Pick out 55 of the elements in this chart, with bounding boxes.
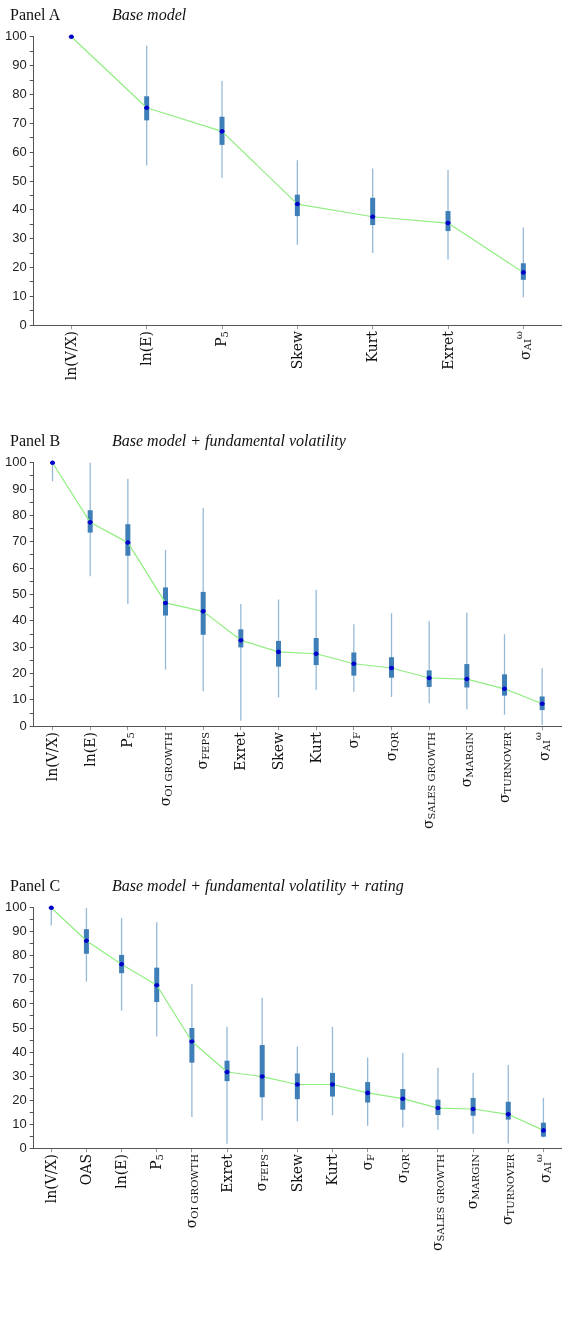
y-tick-label: 30 [12, 638, 27, 654]
x-tick-label: Exret [218, 1154, 235, 1193]
y-tick-label: 90 [12, 57, 27, 73]
x-tick-label: ln(V/X) [42, 1154, 60, 1204]
y-tick-label: 80 [12, 507, 27, 523]
x-tick-label: Kurt [307, 732, 325, 764]
y-tick-label: 10 [12, 287, 27, 303]
y-tick-label: 50 [12, 1019, 27, 1035]
y-tick-label: 0 [19, 1139, 27, 1155]
y-tick-label: 10 [12, 1115, 27, 1131]
y-tick-label: 20 [12, 259, 27, 275]
x-tick-label: Skew [288, 1154, 306, 1193]
y-tick-label: 60 [12, 143, 27, 159]
x-tick-label: Exret [232, 732, 249, 771]
x-tick-label: OAS [77, 1154, 95, 1186]
x-tick-label: Skew [270, 732, 287, 771]
y-tick-label: 50 [12, 172, 27, 188]
x-tick-label: Skew [288, 331, 306, 370]
chart-subtitle: Base model + fundamental volatility [112, 432, 346, 450]
y-tick-label: 80 [12, 947, 27, 963]
y-tick-label: 40 [12, 612, 27, 628]
y-tick-label: 90 [12, 480, 27, 496]
x-tick-label: ln(E) [138, 331, 155, 366]
y-tick-label: 30 [12, 1067, 27, 1083]
y-tick-label: 50 [12, 586, 27, 602]
y-tick-label: 10 [12, 691, 27, 707]
y-tick-label: 100 [4, 899, 27, 915]
y-tick-label: 100 [4, 28, 27, 44]
y-tick-label: 70 [12, 114, 27, 130]
chart-title: Panel C [10, 877, 61, 895]
x-tick-label: ln(V/X) [62, 331, 80, 381]
x-tick-label: ln(E) [81, 732, 99, 767]
y-tick-label: 60 [12, 559, 27, 575]
y-tick-label: 30 [12, 230, 27, 246]
chart-title: Panel B [10, 432, 61, 450]
chart-title: Panel A [10, 6, 61, 24]
x-tick-label: Exret [439, 331, 456, 370]
y-tick-label: 60 [12, 995, 27, 1011]
x-tick-label: ln(V/X) [44, 732, 61, 782]
x-tick-label: Kurt [364, 331, 381, 363]
y-tick-label: 70 [12, 971, 27, 987]
chart-subtitle: Base model [112, 6, 187, 24]
x-tick-label: Kurt [323, 1154, 341, 1186]
y-tick-label: 70 [12, 533, 27, 549]
y-tick-label: 20 [12, 665, 27, 681]
y-tick-label: 0 [19, 316, 27, 332]
chart-subtitle: Base model + fundamental volatility + rating [112, 877, 404, 895]
x-tick-label: ln(E) [113, 1154, 130, 1189]
y-tick-label: 100 [4, 454, 27, 470]
y-tick-label: 20 [12, 1091, 27, 1107]
y-tick-label: 90 [12, 923, 27, 939]
y-tick-label: 40 [12, 1043, 27, 1059]
y-tick-label: 80 [12, 86, 27, 102]
y-tick-label: 0 [19, 717, 27, 733]
y-tick-label: 40 [12, 201, 27, 217]
